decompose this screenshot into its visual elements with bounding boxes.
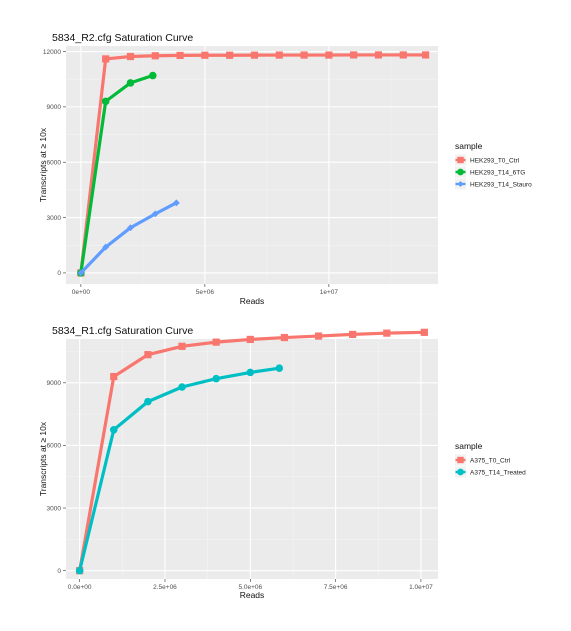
x-tick-label: 5e+06 xyxy=(196,289,215,296)
data-point xyxy=(275,51,283,59)
legend-label: HEK293_T14_6TG xyxy=(470,169,525,176)
y-axis-label: Transcripts at ≥ 10x xyxy=(38,421,48,496)
series-A375_T14_Treated xyxy=(75,364,284,575)
y-tick-label: 6000 xyxy=(47,443,62,450)
data-point xyxy=(149,71,157,80)
y-tick-label: 6000 xyxy=(47,160,62,167)
data-point xyxy=(144,351,152,359)
x-tick-labels: 0e+00 5e+06 1e+07 xyxy=(72,284,339,296)
legend-label: A375_T14_Treated xyxy=(470,469,526,476)
data-point xyxy=(314,332,323,340)
chart-title: 5834_R2.cfg Saturation Curve xyxy=(52,32,193,44)
y-tick-labels: 0 3000 6000 9000 12000 xyxy=(43,49,66,277)
data-point xyxy=(126,52,135,61)
legend-marker xyxy=(457,468,464,476)
legend-marker xyxy=(457,156,464,164)
y-tick-label: 9000 xyxy=(47,380,62,387)
legend-label: A375_T0_Ctrl xyxy=(470,457,511,464)
data-point xyxy=(420,328,428,336)
legend-item: HEK293_T14_6TG xyxy=(455,166,525,178)
data-point xyxy=(349,330,357,339)
data-point xyxy=(374,51,383,59)
data-point xyxy=(300,51,308,59)
data-point xyxy=(75,566,84,575)
x-axis-label: Reads xyxy=(240,590,265,600)
y-tick-label: 12000 xyxy=(43,49,61,56)
legend-label: HEK293_T14_Stauro xyxy=(470,181,532,188)
data-point xyxy=(101,97,110,106)
plot-panel xyxy=(66,339,438,579)
legend: sample HEK293_T0_Ctrl HEK293_T14_6TG HEK29… xyxy=(455,141,532,190)
legend-title: sample xyxy=(455,141,483,151)
y-tick-label: 3000 xyxy=(47,215,62,222)
y-tick-label: 9000 xyxy=(47,104,62,111)
x-tick-label: 5.0e+06 xyxy=(238,584,262,591)
data-point xyxy=(201,51,209,59)
data-point xyxy=(178,342,186,350)
legend-marker xyxy=(457,456,464,464)
data-point xyxy=(172,199,180,207)
chart-r1: 5834_R1.cfg Saturation Curve 0 3000 6000 90… xyxy=(38,325,526,600)
data-point xyxy=(102,243,110,251)
y-tick-label: 0 xyxy=(57,270,61,277)
chart-r2: 5834_R2.cfg Saturation Curve 0 3000 6000 90… xyxy=(38,32,532,306)
legend-marker xyxy=(457,168,464,176)
data-point xyxy=(127,224,134,232)
series-layer xyxy=(75,328,428,575)
x-tick-labels: 0.0e+00 2.5e+06 5.0e+06 7.5e+06 1.0e+07 xyxy=(68,579,433,591)
legend-label: HEK293_T0_Ctrl xyxy=(470,157,520,164)
data-point xyxy=(246,368,255,377)
data-point xyxy=(102,55,110,63)
series-HEK293_T0_Ctrl xyxy=(77,51,430,277)
data-point xyxy=(280,333,289,342)
data-point xyxy=(144,397,152,406)
data-point xyxy=(275,364,284,372)
x-tick-label: 2.5e+06 xyxy=(153,584,177,591)
series-A375_T0_Ctrl xyxy=(76,328,428,575)
x-tick-label: 0.0e+00 xyxy=(68,584,92,591)
grid xyxy=(66,46,438,284)
plot-panel xyxy=(66,46,438,284)
legend-marker xyxy=(457,180,464,188)
data-point xyxy=(212,338,220,346)
y-tick-label: 3000 xyxy=(47,505,62,512)
x-tick-label: 1.0e+07 xyxy=(409,584,433,591)
series-line xyxy=(79,74,154,274)
legend-item: A375_T14_Treated xyxy=(455,466,526,478)
data-point xyxy=(399,51,407,59)
data-point xyxy=(178,383,186,391)
chart-title: 5834_R1.cfg Saturation Curve xyxy=(52,325,193,337)
series-HEK293_T14_Stauro xyxy=(77,199,180,277)
data-point xyxy=(422,51,430,59)
x-tick-label: 7.5e+06 xyxy=(324,584,348,591)
data-point xyxy=(226,51,234,59)
x-axis-label: Reads xyxy=(240,296,265,306)
legend: sample A375_T0_Ctrl A375_T14_Treated xyxy=(455,441,526,478)
legend-item: A375_T0_Ctrl xyxy=(455,454,511,466)
grid xyxy=(66,339,438,579)
y-tick-labels: 0 3000 6000 9000 xyxy=(47,380,66,575)
data-point xyxy=(151,52,159,60)
data-point xyxy=(109,426,118,434)
data-point xyxy=(350,51,358,59)
data-point xyxy=(383,329,391,337)
y-axis-label: Transcripts at ≥ 10x xyxy=(38,127,48,202)
data-point xyxy=(212,374,220,383)
data-point xyxy=(325,51,333,59)
data-point xyxy=(126,79,135,87)
x-tick-label: 0e+00 xyxy=(72,289,91,296)
legend-item: HEK293_T0_Ctrl xyxy=(455,154,520,166)
series-layer xyxy=(77,51,430,277)
y-tick-label: 0 xyxy=(57,568,61,575)
legend-item: HEK293_T14_Stauro xyxy=(455,178,532,190)
data-point xyxy=(176,51,184,60)
data-point xyxy=(250,51,259,59)
legend-title: sample xyxy=(455,441,483,451)
data-point xyxy=(246,335,254,344)
data-point xyxy=(77,269,85,277)
data-point xyxy=(110,372,118,381)
x-tick-label: 1e+07 xyxy=(320,289,339,296)
data-point xyxy=(151,210,159,218)
